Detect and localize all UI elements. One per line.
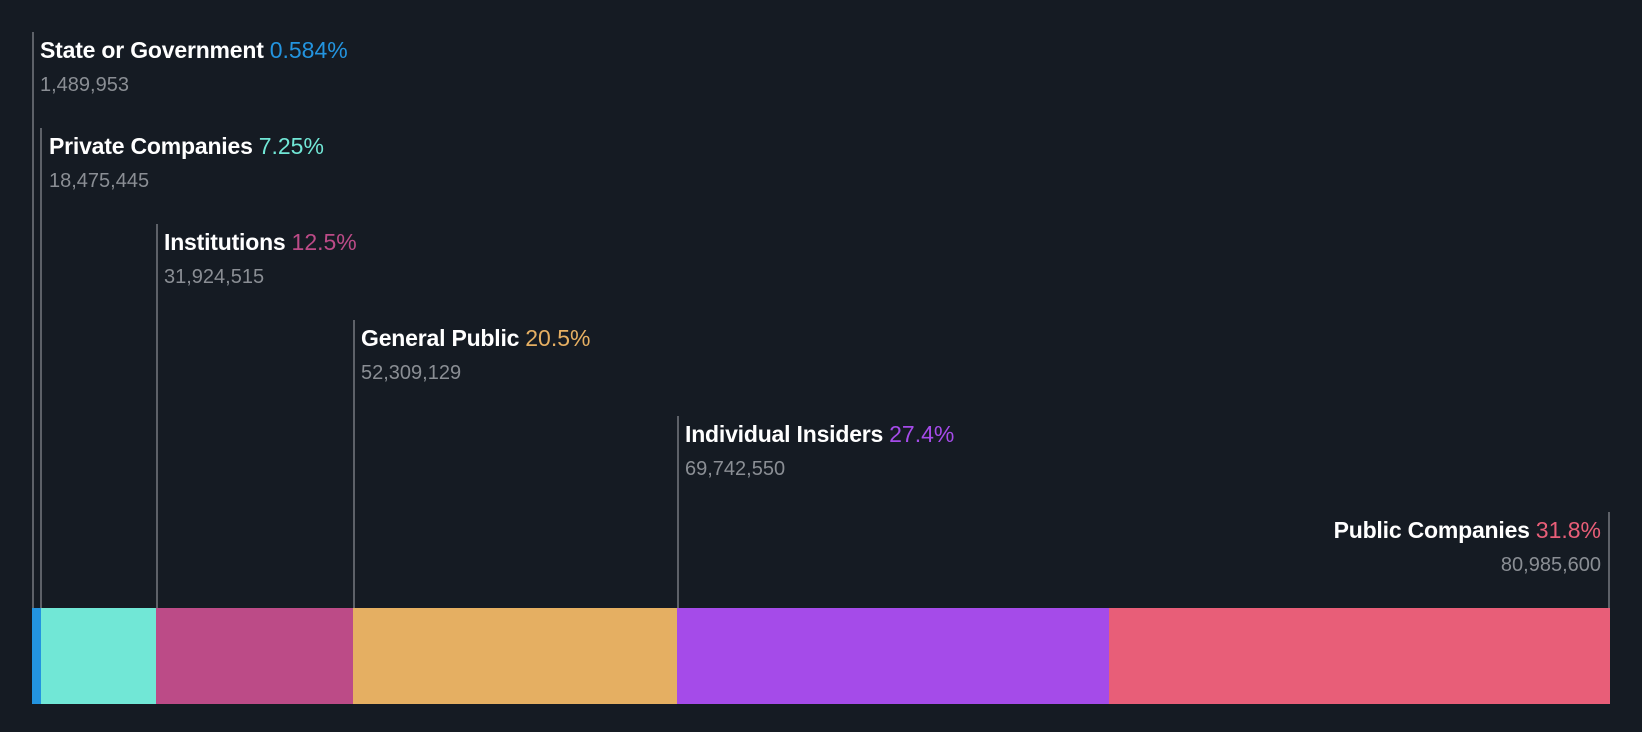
bar-segment-general-public[interactable] xyxy=(353,608,677,704)
label-state-government: State or Government 0.584% 1,489,953 xyxy=(40,32,348,100)
bar-segment-private-companies[interactable] xyxy=(41,608,156,704)
category-percent: 12.5% xyxy=(291,229,357,255)
category-percent: 0.584% xyxy=(269,37,348,63)
category-shares: 1,489,953 xyxy=(40,74,129,96)
category-percent: 20.5% xyxy=(525,325,591,351)
bar-segment-individual-insiders[interactable] xyxy=(677,608,1109,704)
category-percent: 27.4% xyxy=(889,421,955,447)
leader-line-private-companies xyxy=(40,128,42,608)
category-shares: 31,924,515 xyxy=(164,266,265,288)
category-name: General Public xyxy=(361,325,520,351)
leader-line-state-government xyxy=(32,32,34,608)
category-name: State or Government xyxy=(40,37,264,63)
category-percent: 31.8% xyxy=(1535,517,1601,543)
category-name: Institutions xyxy=(164,229,286,255)
bar-segment-public-companies[interactable] xyxy=(1109,608,1610,704)
category-shares: 18,475,445 xyxy=(49,170,150,192)
category-name: Public Companies xyxy=(1333,517,1530,543)
label-private-companies: Private Companies 7.25% 18,475,445 xyxy=(49,128,324,196)
bar-segment-institutions[interactable] xyxy=(156,608,353,704)
leader-line-public-companies xyxy=(1608,512,1610,608)
category-percent: 7.25% xyxy=(258,133,324,159)
category-shares: 52,309,129 xyxy=(361,362,462,384)
leader-line-general-public xyxy=(353,320,355,608)
category-shares: 80,985,600 xyxy=(1500,554,1601,576)
label-public-companies: Public Companies 31.8% 80,985,600 xyxy=(1334,512,1601,580)
label-individual-insiders: Individual Insiders 27.4% 69,742,550 xyxy=(685,416,954,484)
bar-segment-state-government[interactable] xyxy=(32,608,41,704)
leader-line-individual-insiders xyxy=(677,416,679,608)
category-name: Private Companies xyxy=(49,133,253,159)
label-general-public: General Public 20.5% 52,309,129 xyxy=(361,320,590,388)
category-name: Individual Insiders xyxy=(685,421,884,447)
label-institutions: Institutions 12.5% 31,924,515 xyxy=(164,224,357,292)
category-shares: 69,742,550 xyxy=(685,458,786,480)
leader-line-institutions xyxy=(156,224,158,608)
